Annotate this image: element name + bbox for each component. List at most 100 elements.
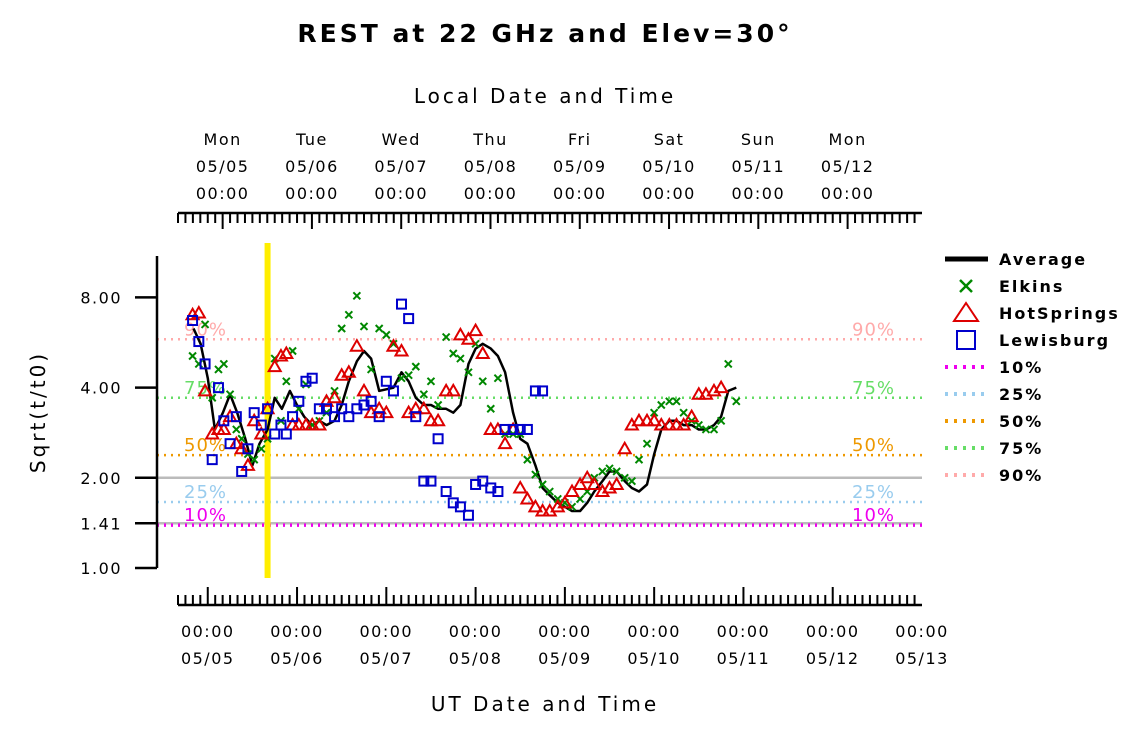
data-point-lewisburg-49 — [529, 385, 541, 397]
data-point-elkins-72 — [701, 425, 711, 434]
data-point-lewisburg-2 — [199, 358, 211, 370]
data-point-lewisburg-48 — [521, 423, 533, 435]
data-point-lewisburg-11 — [255, 419, 267, 431]
data-point-elkins-59 — [605, 464, 614, 473]
y-axis-title: Sqrt(t/t0) — [26, 351, 50, 473]
top-axis-title: Local Date and Time — [414, 84, 676, 108]
top-tick-date-7: 05/12 — [821, 157, 875, 176]
data-point-elkins-11 — [257, 444, 266, 453]
percentile-label-left-25: 25% — [184, 482, 227, 503]
data-point-elkins-37 — [441, 332, 451, 342]
data-point-elkins-68 — [672, 397, 681, 406]
data-point-elkins-69 — [679, 408, 688, 417]
data-point-elkins-31 — [397, 374, 406, 383]
percentile-label-right-10: 10% — [852, 505, 895, 526]
data-point-lewisburg-32 — [403, 313, 415, 325]
top-tick-time-3: 00:00 — [464, 184, 518, 203]
data-point-hotsprings-57 — [586, 476, 603, 490]
top-tick-date-3: 05/08 — [464, 157, 518, 176]
data-point-elkins-6 — [225, 390, 235, 399]
data-point-lewisburg-3 — [206, 454, 218, 466]
data-point-hotsprings-48 — [519, 490, 536, 505]
data-point-lewisburg-28 — [373, 411, 385, 423]
data-point-hotsprings-15 — [278, 345, 295, 359]
data-point-hotsprings-65 — [646, 412, 662, 427]
top-tick-date-5: 05/10 — [642, 157, 696, 176]
data-point-hotsprings-7 — [228, 435, 245, 450]
top-tick-date-6: 05/11 — [732, 157, 786, 176]
data-point-elkins-76 — [732, 397, 741, 406]
data-point-lewisburg-21 — [321, 403, 333, 415]
x-tick-date-3: 05/08 — [449, 649, 503, 668]
data-point-elkins-38 — [449, 349, 458, 358]
legend-label-pct-50: 50% — [999, 412, 1043, 431]
data-point-elkins-66 — [657, 400, 666, 410]
x-tick-time-4: 00:00 — [538, 622, 592, 641]
data-point-elkins-64 — [642, 439, 652, 448]
top-tick-weekday-0: Mon — [204, 130, 242, 149]
x-tick-time-7: 00:00 — [806, 622, 860, 641]
percentile-label-left-50: 50% — [184, 435, 227, 456]
data-point-hotsprings-40 — [460, 331, 477, 345]
data-point-elkins-50 — [538, 480, 547, 489]
x-tick-date-2: 05/07 — [360, 649, 414, 668]
percentile-label-right-75: 75% — [852, 378, 895, 399]
x-tick-time-2: 00:00 — [360, 622, 414, 641]
legend-label-elkins: Elkins — [999, 277, 1064, 296]
data-point-lewisburg-19 — [306, 372, 318, 384]
data-point-lewisburg-47 — [514, 423, 526, 435]
data-point-elkins-73 — [709, 425, 719, 434]
chart-title: REST at 22 GHz and Elev=30° — [297, 19, 792, 48]
data-point-hotsprings-26 — [356, 382, 372, 397]
data-point-lewisburg-24 — [343, 411, 355, 423]
legend-label-average: Average — [999, 250, 1087, 269]
data-point-hotsprings-1 — [191, 304, 207, 319]
data-point-hotsprings-41 — [467, 322, 484, 337]
data-point-elkins-61 — [620, 473, 629, 483]
data-point-lewisburg-36 — [432, 433, 444, 445]
data-point-elkins-5 — [219, 359, 229, 369]
x-tick-date-0: 05/05 — [181, 649, 235, 668]
data-point-elkins-34 — [419, 390, 429, 399]
data-point-hotsprings-31 — [393, 342, 410, 357]
data-point-lewisburg-23 — [336, 403, 348, 415]
data-point-hotsprings-33 — [408, 400, 424, 415]
data-point-hotsprings-53 — [557, 494, 573, 509]
data-point-elkins-40 — [464, 368, 473, 377]
data-point-lewisburg-37 — [440, 486, 452, 498]
data-point-lewisburg-5 — [218, 415, 230, 427]
data-point-hotsprings-45 — [497, 435, 513, 450]
data-point-hotsprings-9 — [240, 457, 256, 471]
top-tick-time-5: 00:00 — [642, 184, 696, 203]
x-tick-time-3: 00:00 — [449, 622, 503, 641]
x-axis-title: UT Date and Time — [431, 692, 659, 716]
data-point-hotsprings-61 — [616, 440, 633, 455]
data-point-lewisburg-27 — [365, 395, 377, 407]
x-tick-time-0: 00:00 — [181, 622, 235, 641]
data-point-lewisburg-10 — [248, 407, 260, 419]
data-point-hotsprings-42 — [475, 345, 491, 359]
data-point-hotsprings-14 — [273, 347, 289, 362]
percentile-label-right-50: 50% — [852, 435, 895, 456]
data-point-hotsprings-70 — [683, 408, 700, 423]
data-point-hotsprings-66 — [653, 417, 670, 431]
data-point-elkins-15 — [282, 377, 291, 386]
percentile-label-left-90: 90% — [184, 319, 227, 340]
percentile-label-left-10: 10% — [184, 505, 227, 526]
data-point-elkins-48 — [523, 455, 532, 464]
data-point-lewisburg-12 — [262, 403, 274, 415]
data-point-elkins-58 — [598, 467, 607, 476]
data-point-hotsprings-13 — [266, 358, 283, 373]
legend-label-pct-75: 75% — [999, 439, 1043, 458]
data-point-elkins-10 — [249, 455, 259, 464]
x-tick-time-8: 00:00 — [895, 622, 949, 641]
x-tick-date-4: 05/09 — [538, 649, 592, 668]
data-point-hotsprings-38 — [445, 382, 462, 397]
legend-label-hotsprings: HotSprings — [999, 304, 1120, 323]
data-point-elkins-0 — [188, 351, 197, 361]
data-point-lewisburg-0 — [187, 315, 199, 327]
data-point-elkins-29 — [382, 330, 391, 340]
top-tick-time-4: 00:00 — [553, 184, 607, 203]
data-point-elkins-60 — [612, 467, 621, 476]
legend-label-pct-25: 25% — [999, 385, 1043, 404]
